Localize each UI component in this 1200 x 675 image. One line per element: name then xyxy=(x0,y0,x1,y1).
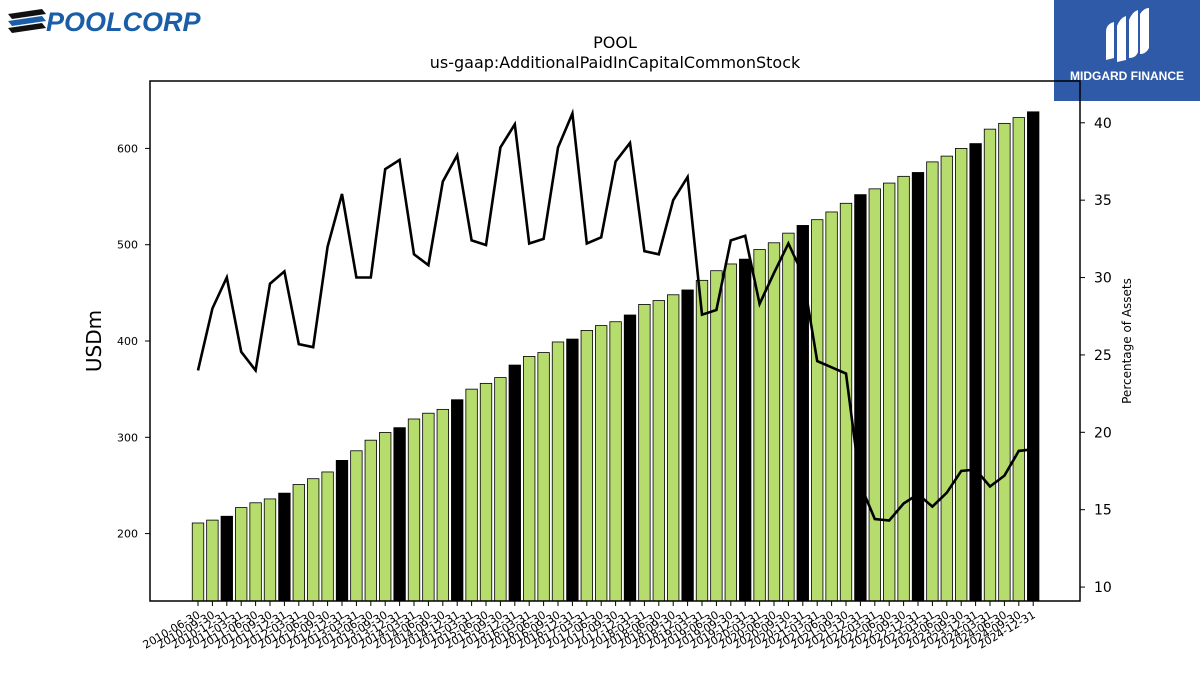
bar xyxy=(220,515,233,602)
right-tick-label: 10 xyxy=(1094,580,1112,596)
bar xyxy=(566,338,579,602)
bar xyxy=(868,188,881,602)
bar xyxy=(263,498,277,602)
bar xyxy=(407,418,421,602)
right-tick-label: 30 xyxy=(1094,271,1112,287)
bar xyxy=(955,148,968,602)
bar xyxy=(940,155,953,602)
bar xyxy=(767,242,781,602)
bar xyxy=(551,341,565,602)
bar xyxy=(638,304,651,602)
left-axis-label: USDm xyxy=(82,310,106,372)
bar xyxy=(667,294,680,602)
bar xyxy=(811,219,824,602)
bar xyxy=(609,321,622,602)
bar xyxy=(307,478,320,602)
midgard-logo-text: MIDGARD FINANCE xyxy=(1070,69,1184,83)
bar-series xyxy=(191,111,1040,602)
right-tick-label: 15 xyxy=(1094,503,1112,519)
bar xyxy=(926,161,939,602)
poolcorp-logo-text: POOLCORP xyxy=(46,7,202,37)
bar xyxy=(321,471,334,602)
right-axis: 10 15 20 25 30 35 40 xyxy=(1080,116,1112,596)
midgard-finance-logo: MIDGARD FINANCE xyxy=(1054,0,1200,101)
bar xyxy=(479,382,493,602)
line-series-path xyxy=(196,108,1034,522)
bar xyxy=(465,388,478,602)
bar xyxy=(191,522,205,602)
left-tick-label: 300 xyxy=(117,431,138,444)
left-tick-label: 200 xyxy=(117,528,138,541)
bar xyxy=(652,300,665,602)
bar xyxy=(1012,117,1025,602)
bar xyxy=(580,330,593,602)
bar xyxy=(782,232,795,602)
left-tick-label: 500 xyxy=(117,239,138,252)
bar xyxy=(695,279,709,602)
right-tick-label: 20 xyxy=(1094,425,1112,441)
bar xyxy=(508,364,521,602)
bar xyxy=(739,258,752,602)
bar xyxy=(969,143,982,602)
bar xyxy=(825,211,838,602)
bar xyxy=(1027,111,1040,602)
bar xyxy=(393,427,406,602)
bar xyxy=(897,175,910,602)
bar xyxy=(710,270,723,602)
left-tick-label: 400 xyxy=(117,335,138,348)
poolcorp-logo: POOLCORP xyxy=(8,7,202,37)
right-tick-label: 40 xyxy=(1094,116,1112,132)
bar xyxy=(537,352,550,602)
bar xyxy=(983,128,997,602)
bar xyxy=(278,492,291,602)
right-tick-label: 25 xyxy=(1094,348,1112,364)
chart-subtitle: us-gaap:AdditionalPaidInCapitalCommonSto… xyxy=(430,53,801,72)
bar xyxy=(883,182,896,602)
line-series xyxy=(196,108,1034,522)
bar xyxy=(379,432,392,602)
bar xyxy=(292,484,305,602)
bar xyxy=(623,314,637,602)
bar xyxy=(335,460,349,602)
bar xyxy=(436,408,449,602)
right-axis-label: Percentage of Assets xyxy=(1120,278,1134,404)
bar xyxy=(206,519,219,602)
bar xyxy=(854,194,867,602)
left-axis: 200 300 400 500 600 xyxy=(117,142,150,541)
bar xyxy=(350,450,363,602)
bar xyxy=(422,412,435,602)
left-tick-label: 600 xyxy=(117,142,138,155)
bar xyxy=(494,377,507,602)
bar xyxy=(681,289,694,602)
chart-title: POOL xyxy=(593,33,637,52)
bar xyxy=(724,263,737,602)
bar xyxy=(235,507,248,602)
bar xyxy=(998,122,1011,602)
bar xyxy=(911,172,925,602)
poolcorp-wave-icon xyxy=(8,9,46,33)
right-tick-label: 35 xyxy=(1094,193,1112,209)
bar xyxy=(249,502,262,602)
bar xyxy=(523,356,536,602)
bar xyxy=(364,439,377,602)
bar xyxy=(451,399,464,602)
midgard-emblem-icon xyxy=(1106,8,1149,62)
bar xyxy=(595,325,608,602)
x-axis: 2010-06-302010-09-302010-12-312011-03-31… xyxy=(141,601,1038,652)
